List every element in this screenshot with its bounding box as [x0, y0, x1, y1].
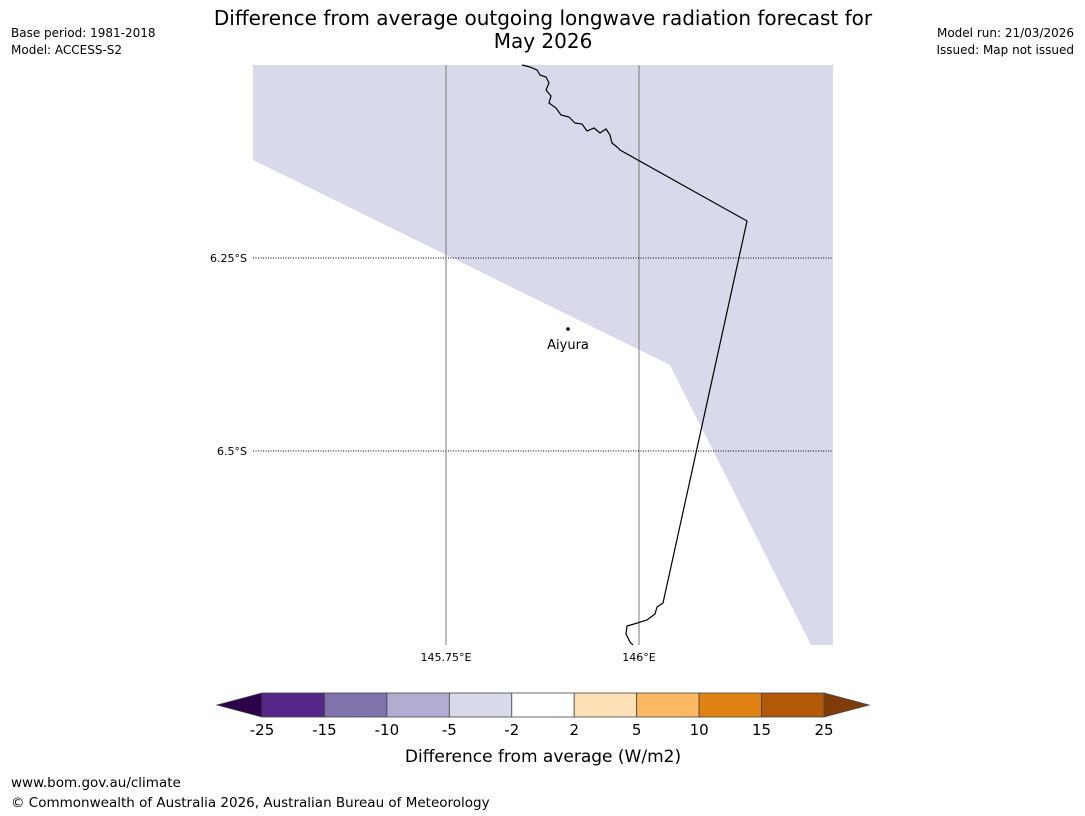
colorbar-bins [261, 692, 825, 718]
colorbar-ticks: -25 -15 -10 -5 -2 2 5 10 15 25 [250, 721, 834, 739]
colorbar-label: Difference from average (W/m2) [405, 747, 681, 767]
colorbar-tick-label: -15 [312, 721, 337, 739]
footer-url: www.bom.gov.au/climate [11, 775, 181, 791]
aiyura-label: Aiyura [547, 338, 589, 353]
base-period: Base period: 1981-2018 [11, 26, 156, 40]
meta-left: Base period: 1981-2018 Model: ACCESS-S2 [11, 25, 156, 59]
meta-right: Model run: 21/03/2026 Issued: Map not is… [936, 25, 1074, 59]
colorbar-tick-label: -10 [375, 721, 400, 739]
lat-label-6-5: 6.5°S [217, 445, 247, 458]
colorbar-tick-label: -2 [504, 721, 519, 739]
colorbar-bin [698, 692, 762, 718]
colorbar-extend-low [215, 692, 263, 718]
colorbar-bin [573, 692, 638, 718]
issued-status: Issued: Map not issued [936, 43, 1074, 57]
anomaly-shaded-region [253, 65, 833, 645]
lon-label-145-75: 145.75°E [421, 651, 472, 664]
colorbar-bin [261, 692, 325, 718]
colorbar-tick-label: 2 [569, 721, 579, 739]
model-run: Model run: 21/03/2026 [936, 26, 1074, 40]
colorbar-bin [386, 692, 450, 718]
colorbar-tick-label: 5 [632, 721, 642, 739]
colorbar-tick-label: -25 [250, 721, 275, 739]
colorbar-tick-label: -5 [442, 721, 457, 739]
colorbar-bin [761, 692, 825, 718]
colorbar-bin [448, 692, 513, 718]
map-panel: Aiyura 6.25°S 6.5°S 145.75°E 146°E [210, 64, 833, 664]
model-name: Model: ACCESS-S2 [11, 43, 123, 57]
colorbar: -25 -15 -10 -5 -2 2 5 10 15 25 Difference from av… [215, 692, 871, 767]
border-line [521, 64, 748, 646]
lon-label-146: 146°E [622, 651, 655, 664]
colorbar-bin [511, 692, 575, 718]
colorbar-tick-label: 15 [752, 721, 771, 739]
lat-label-6-25: 6.25°S [210, 252, 247, 265]
aiyura-marker [566, 327, 570, 331]
footer-copyright: © Commonwealth of Australia 2026, Austra… [11, 795, 490, 811]
colorbar-bin [636, 692, 700, 718]
map-title: Difference from average outgoing longwav… [170, 7, 916, 53]
colorbar-extend-high [823, 692, 871, 718]
title-line-2: May 2026 [493, 29, 593, 53]
colorbar-tick-label: 25 [814, 721, 833, 739]
colorbar-tick-label: 10 [690, 721, 709, 739]
colorbar-bin [324, 692, 388, 718]
title-line-1: Difference from average outgoing longwav… [213, 6, 873, 30]
